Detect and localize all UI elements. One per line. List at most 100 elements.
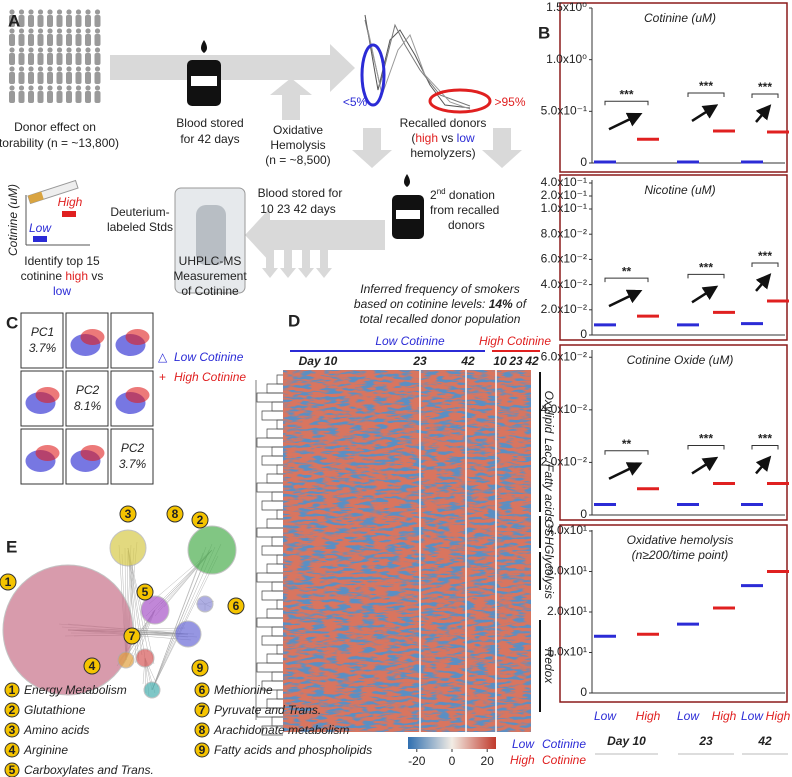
legend-label: High: [510, 753, 535, 767]
day-label: 23: [698, 734, 713, 748]
text: 10 23 42 days: [260, 202, 335, 216]
significance: ***: [758, 80, 772, 94]
pc-label: PC1: [31, 325, 54, 339]
bracket: [751, 262, 779, 267]
drop: [201, 40, 207, 53]
badge-number: 4: [89, 659, 96, 673]
legend-label: Fatty acids and phospholipids: [214, 743, 372, 757]
dendrogram-branch: [271, 491, 283, 502]
y-tick-label: 3.0x10¹: [547, 564, 587, 578]
person-body: [75, 15, 82, 27]
badge: [136, 583, 154, 601]
cigarette-filter: [27, 191, 44, 204]
x-tick-label: Low: [594, 709, 617, 723]
plot-title: Cotinine Oxide (uM): [627, 353, 734, 367]
person-body: [66, 34, 72, 46]
legend-number: 2: [9, 703, 16, 717]
dendrogram-branch: [276, 419, 283, 430]
text: Recalled donors: [400, 116, 487, 130]
person-head: [66, 66, 72, 72]
person-body: [28, 15, 34, 27]
node: [140, 595, 170, 625]
node: [187, 525, 237, 575]
person-head: [47, 85, 53, 91]
node: [2, 564, 134, 696]
badge: [123, 627, 141, 645]
person-head: [75, 9, 82, 15]
dendrogram-branch: [261, 725, 283, 736]
matrix-cell: [65, 370, 109, 427]
cluster-label: Glycolysis: [542, 545, 556, 599]
person-head: [37, 85, 44, 91]
person-body: [28, 91, 34, 103]
text: >95%: [494, 95, 525, 109]
significance: ***: [619, 87, 633, 101]
y-tick-label: 2.0x10⁻²: [541, 302, 587, 316]
decoration: [9, 9, 332, 278]
plot-title: Cotinine (uM): [644, 11, 716, 25]
y-tick-label: 0: [580, 685, 587, 699]
panel-c: PC1 3.7% PC2 8.1% PC2 3.7%: [20, 312, 154, 485]
arrow: [755, 273, 772, 292]
text: Measurement: [173, 269, 247, 283]
text: hemolyzers): [410, 146, 475, 160]
arrow: [352, 128, 392, 168]
arrow: [110, 44, 355, 92]
legend-label: Cotinine: [542, 737, 586, 751]
legend-label: Pyruvate and Trans.: [214, 703, 321, 717]
heatmap-texture: [283, 370, 531, 732]
legend-number: 5: [9, 763, 16, 777]
significance: ***: [699, 260, 713, 274]
person-body: [94, 72, 101, 84]
pc-value: 3.7%: [29, 341, 57, 355]
y-tick-label: 1.0x10¹: [547, 645, 587, 659]
x-tick-label: High: [712, 709, 737, 723]
legend-number: 8: [199, 723, 206, 737]
significance: ***: [758, 432, 772, 446]
plot-frame: [559, 524, 788, 703]
node: [117, 651, 135, 669]
colorbar: [408, 737, 496, 749]
high-oval: [428, 88, 492, 114]
cloud-high: [125, 387, 150, 403]
badge: [166, 505, 184, 523]
colorbar-tick-label: 0: [449, 754, 456, 768]
arrow: [280, 250, 296, 278]
person-body: [47, 72, 53, 84]
blood-bag-label: [396, 210, 420, 219]
person-head: [85, 47, 91, 53]
bracket: [604, 100, 649, 106]
inset-axis-label: Cotinine (uM): [6, 184, 20, 256]
legend-label: High Cotinine: [174, 370, 246, 384]
person-body: [9, 34, 15, 46]
dendrogram-branch: [276, 554, 283, 565]
badge: [119, 505, 137, 523]
person-body: [18, 15, 25, 27]
matrix-cell: [110, 428, 154, 485]
illustration-line: [364, 14, 471, 109]
arrow: [755, 455, 772, 475]
dendrogram-branch: [261, 590, 283, 601]
person-head: [47, 28, 53, 34]
legend-number: 6: [199, 683, 206, 697]
legend-number: 7: [199, 703, 206, 717]
bracket: [604, 277, 649, 283]
node: [109, 529, 147, 567]
badge-number: 9: [197, 661, 204, 675]
text: Oxidative: [273, 123, 323, 137]
badge-number: 2: [197, 513, 204, 527]
day-label: 42: [757, 734, 772, 748]
text: UHPLC-MS: [179, 254, 242, 268]
dendrogram-branch: [276, 509, 283, 520]
person-head: [94, 85, 101, 91]
person-body: [94, 34, 101, 46]
colorbar-ticks: -20 0 20: [408, 749, 494, 768]
person-head: [56, 47, 63, 53]
badge: [83, 657, 101, 675]
dendrogram-branch: [276, 599, 283, 610]
legend-number: 9: [199, 743, 206, 757]
person-head: [47, 47, 53, 53]
person-head: [94, 9, 101, 15]
person-head: [47, 66, 53, 72]
panel-label: C: [6, 313, 18, 332]
